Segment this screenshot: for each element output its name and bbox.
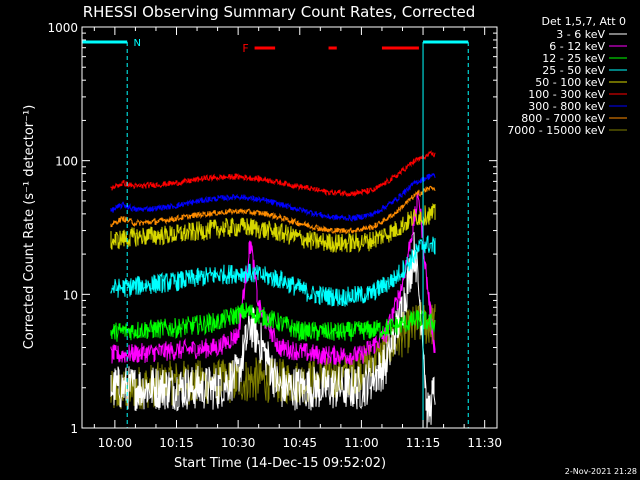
series-line — [110, 150, 436, 198]
legend-title: Det 1,5,7, Att 0 — [542, 15, 626, 28]
flare-marker-label: F — [242, 42, 248, 55]
legend-entry-label: 12 - 25 keV — [542, 52, 605, 65]
legend-entry-label: 50 - 100 keV — [535, 76, 605, 89]
x-axis-label: Start Time (14-Dec-15 09:52:02) — [174, 456, 386, 471]
series-line — [110, 302, 436, 342]
series-line — [110, 185, 436, 235]
y-tick-label: 100 — [55, 155, 78, 169]
legend-entry-label: 100 - 300 keV — [528, 88, 605, 101]
x-tick-label: 10:45 — [282, 436, 317, 450]
y-tick-label: 10 — [63, 288, 78, 302]
plot-frame — [81, 26, 498, 429]
series-line — [110, 232, 436, 429]
x-tick-label: 11:15 — [406, 436, 441, 450]
legend-entry-label: 25 - 50 keV — [542, 64, 605, 77]
chart-title: RHESSI Observing Summary Count Rates, Co… — [83, 3, 476, 21]
legend-entry-label: 800 - 7000 keV — [521, 112, 605, 125]
series-layer — [110, 150, 436, 429]
series-line — [110, 235, 436, 307]
x-tick-label: 11:00 — [344, 436, 379, 450]
y-tick-label: 1000 — [47, 21, 78, 35]
y-axis: 1 10 100 1000 — [47, 21, 497, 436]
y-axis-label: Corrected Count Rate (s⁻¹ detector⁻¹) — [22, 105, 37, 350]
legend-entry-label: 6 - 12 keV — [549, 40, 605, 53]
night-marker-label: N — [133, 38, 140, 49]
legend-entry-label: 3 - 6 keV — [556, 28, 605, 41]
timestamp-label: 2-Nov-2021 21:28 — [565, 467, 637, 476]
x-axis: 10:00 10:15 10:30 10:45 11:00 11:15 11:30 — [93, 27, 502, 450]
legend-entry-label: 300 - 800 keV — [528, 100, 605, 113]
x-tick-label: 11:30 — [467, 436, 502, 450]
x-tick-label: 10:30 — [221, 436, 256, 450]
x-tick-label: 10:00 — [98, 436, 133, 450]
series-line — [110, 172, 436, 222]
legend-entry-label: 7000 - 15000 keV — [507, 124, 605, 137]
y-tick-label: 1 — [70, 422, 78, 436]
series-line — [110, 192, 436, 366]
x-tick-label: 10:15 — [159, 436, 194, 450]
series-line — [110, 203, 436, 253]
